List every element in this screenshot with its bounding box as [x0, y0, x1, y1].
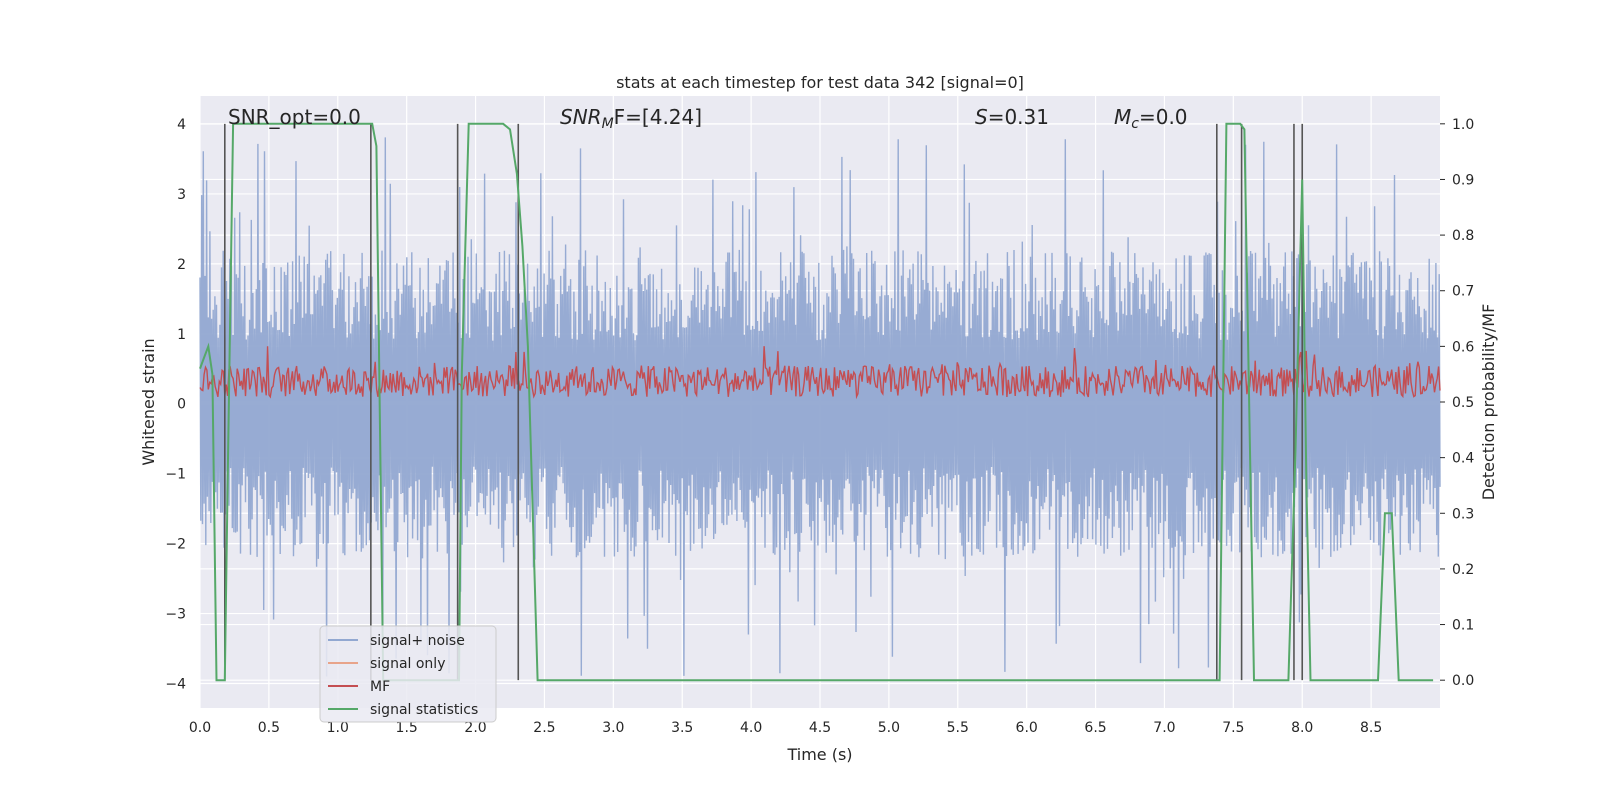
y-tick-label: 2: [177, 257, 186, 273]
y2-tick-label: 1.0: [1452, 117, 1474, 133]
y2-tick-label: 0.7: [1452, 284, 1474, 300]
y-tick-label: 4: [177, 117, 186, 133]
y-tick-label: 3: [177, 187, 186, 203]
x-tick-labels: 0.0 0.5 1.0 1.5 2.0 2.5 3.0 3.5 4.0 4.5 5.0 5.5 6.0 6…: [189, 720, 1382, 736]
x-tick-label: 0.0: [189, 720, 211, 736]
y2-tick-label: 0.1: [1452, 618, 1474, 634]
signal-noise-line: [199, 137, 1441, 677]
mc-annotation: Mc=0.0: [1114, 105, 1188, 132]
signal-statistics-series: [199, 122, 1434, 682]
legend: signal+ noise signal only MF signal stat…: [319, 625, 497, 723]
y-tick-label: 0: [177, 397, 186, 413]
x-tick-label: 4.5: [809, 720, 831, 736]
s-annotation: S=0.31: [975, 105, 1049, 129]
y2-tick-label: 0.4: [1452, 451, 1474, 467]
x-tick-label: 5.5: [947, 720, 969, 736]
x-tick-label: 7.5: [1222, 720, 1244, 736]
snr-mf-annotation: SNRMF=[4.24]: [560, 105, 702, 132]
legend-label-signal-statistics: signal statistics: [370, 702, 478, 718]
x-tick-label: 7.0: [1153, 720, 1175, 736]
chart-title: stats at each timestep for test data 342…: [616, 73, 1024, 92]
y2-axis-label: Detection probability/MF: [1479, 304, 1498, 501]
x-tick-label: 8.5: [1360, 720, 1382, 736]
x-tick-label: 5.0: [878, 720, 900, 736]
x-axis-label: Time (s): [786, 745, 852, 764]
y-tick-label: −2: [165, 537, 186, 553]
x-tick-label: 8.0: [1291, 720, 1313, 736]
y-tick-label: 1: [177, 327, 186, 343]
y2-tick-label: 0.2: [1452, 562, 1474, 578]
legend-label-signal-only: signal only: [370, 656, 445, 672]
y-tick-label: −1: [165, 467, 186, 483]
x-tick-label: 3.5: [671, 720, 693, 736]
mf-series: [199, 346, 1441, 400]
detection-markers: [224, 123, 1304, 681]
x-tick-label: 6.0: [1016, 720, 1038, 736]
y2-tick-label: 0.5: [1452, 395, 1474, 411]
x-tick-label: 2.5: [533, 720, 555, 736]
legend-box: [319, 625, 497, 723]
x-tick-label: 3.0: [602, 720, 624, 736]
x-tick-label: 0.5: [258, 720, 280, 736]
y2-tick-label: 0.0: [1452, 673, 1474, 689]
legend-label-mf: MF: [370, 679, 390, 695]
y2-tick-label: 0.6: [1452, 339, 1474, 355]
mf-line: [199, 346, 1441, 400]
x-tick-label: 4.0: [740, 720, 762, 736]
y2-tick-label: 0.3: [1452, 506, 1474, 522]
y-axis-label: Whitened strain: [139, 338, 158, 465]
y2-tick-label: 0.8: [1452, 228, 1474, 244]
signal-noise-series: [199, 137, 1441, 677]
snr-opt-annotation: SNR_opt=0.0: [228, 105, 361, 129]
legend-label-signal-noise: signal+ noise: [370, 633, 465, 649]
y-tick-label: −3: [165, 607, 186, 623]
y-tick-labels: 4 3 2 1 0 −1 −2 −3 −4: [165, 117, 186, 693]
x-tick-label: 2.0: [464, 720, 486, 736]
y2-tick-labels: 1.0 0.9 0.8 0.7 0.6 0.5 0.4 0.3 0.2 0.1 0.0: [1440, 117, 1474, 689]
y2-tick-label: 0.9: [1452, 172, 1474, 188]
x-tick-label: 1.5: [396, 720, 418, 736]
x-tick-label: 6.5: [1084, 720, 1106, 736]
x-tick-label: 1.0: [327, 720, 349, 736]
signal-statistics-line: [199, 122, 1434, 682]
y-tick-label: −4: [165, 677, 186, 693]
